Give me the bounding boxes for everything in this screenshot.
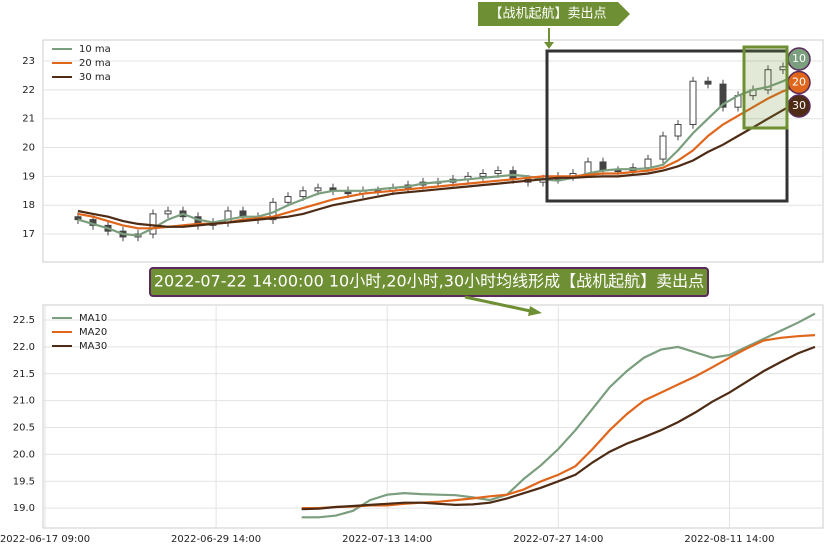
candle-body	[644, 158, 652, 169]
y-tick-label: 18	[22, 200, 35, 211]
y-tick-label: 20.5	[13, 423, 35, 434]
candle-body	[674, 123, 682, 137]
candle-body	[479, 172, 487, 177]
y-tick-label: 20.0	[13, 449, 35, 460]
candle-body	[614, 170, 622, 173]
badge-label: 30	[792, 99, 806, 112]
legend-label: 10 ma	[79, 44, 111, 55]
banner-box	[149, 267, 709, 297]
sell-label: 【战机起航】卖出点	[489, 6, 606, 22]
x-tick-label: 2022-07-27 14:00	[513, 534, 603, 545]
y-tick-label: 22.0	[13, 342, 35, 353]
candle-body	[764, 69, 772, 91]
x-tick-label: 2022-06-17 09:00	[0, 534, 90, 545]
y-tick-label: 21.5	[13, 369, 35, 380]
ma-line	[77, 84, 799, 230]
ma-line	[301, 312, 816, 519]
candle-body	[314, 187, 322, 192]
badge-label: 10	[792, 52, 806, 65]
banner-text: 2022-07-22 14:00:00 10小时,20小时,30小时均线形成【战…	[154, 272, 704, 291]
banner-arrow	[464, 295, 536, 314]
arrow-head	[544, 42, 554, 49]
y-tick-label: 23	[22, 56, 35, 67]
y-tick-label: 17	[22, 229, 35, 240]
legend-label: MA10	[79, 313, 107, 324]
marks: 17 18 19 20 21 22 23 10 ma 20 ma 30 ma 10 20 30 19.0 1…	[0, 44, 823, 545]
candle-body	[689, 80, 697, 125]
legend-label: 20 ma	[79, 58, 111, 69]
signal-zone	[742, 45, 789, 130]
candle-body	[584, 161, 592, 174]
candle-body	[494, 170, 502, 174]
x-tick-label: 2022-08-11 14:00	[684, 534, 774, 545]
candle-body	[719, 83, 727, 108]
bottom-plot-area	[42, 304, 824, 529]
y-tick-label: 21	[22, 114, 35, 125]
candle-body	[284, 196, 292, 203]
y-tick-label: 19.5	[13, 476, 35, 487]
ma-line	[77, 100, 799, 228]
legend-label: MA30	[79, 341, 107, 352]
ma-line	[301, 334, 816, 510]
y-tick-label: 20	[22, 143, 35, 154]
candle-body	[149, 213, 157, 235]
candle-body	[659, 135, 667, 160]
y-tick-label: 21.0	[13, 396, 35, 407]
legend-label: 30 ma	[79, 72, 111, 83]
y-tick-label: 19.0	[13, 503, 35, 514]
x-tick-label: 2022-06-29 14:00	[171, 534, 261, 545]
y-tick-label: 22.5	[13, 315, 35, 326]
sell-label-box	[478, 2, 630, 26]
candle-body	[164, 210, 172, 215]
y-tick-label: 22	[22, 85, 35, 96]
ma-line	[77, 73, 799, 237]
banner-arrow-head	[528, 306, 542, 316]
ma-line	[301, 345, 816, 511]
y-tick-label: 19	[22, 171, 35, 182]
candle-body	[299, 190, 307, 198]
x-tick-label: 2022-07-13 14:00	[342, 534, 432, 545]
badge-label: 20	[792, 76, 806, 89]
candle-body	[704, 80, 712, 85]
legend-label: MA20	[79, 327, 107, 338]
